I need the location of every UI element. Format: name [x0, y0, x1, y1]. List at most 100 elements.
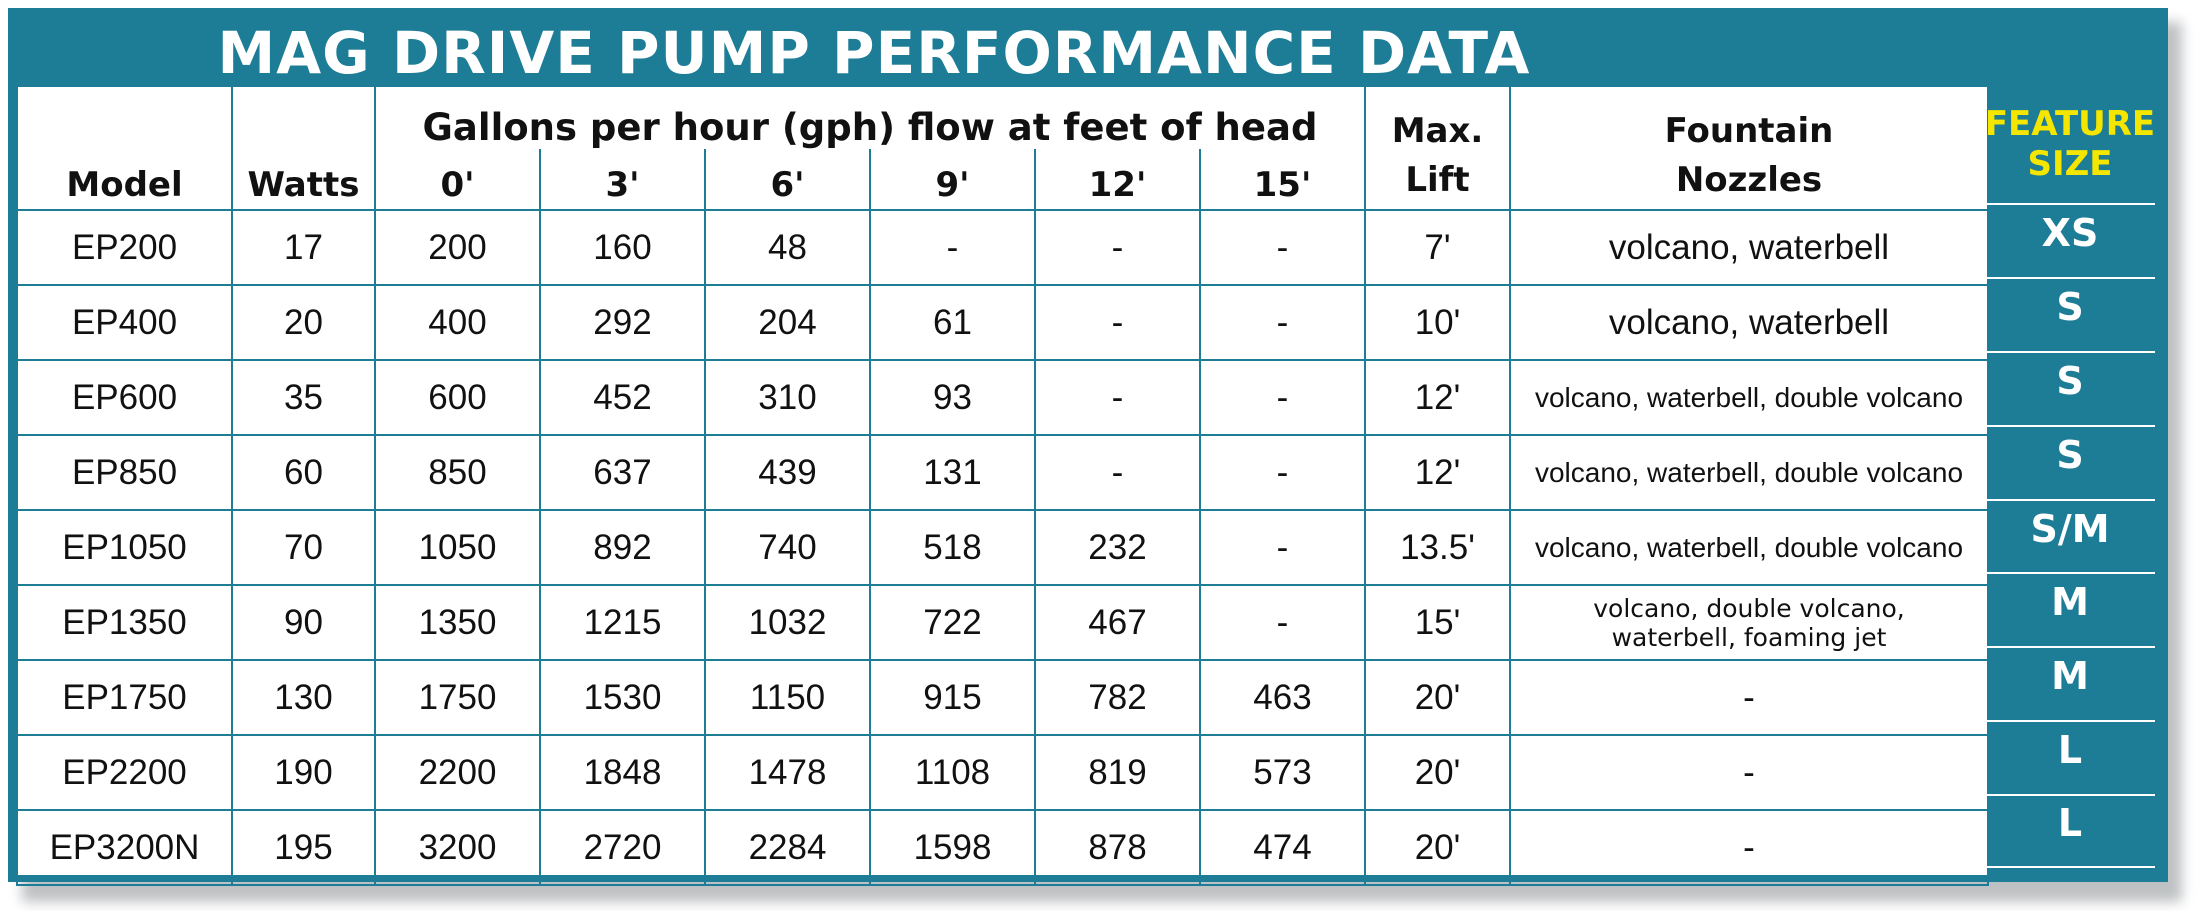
nozzles-header-line1: Fountain — [1664, 111, 1834, 151]
feature-size-cell: S — [1985, 276, 2155, 351]
flow-cell: 61 — [869, 284, 1036, 361]
table-body: EP200 17 200 160 48- - -7' volcano, waterbell EP… — [16, 209, 1989, 886]
max-lift-header-line2: Lift — [1405, 160, 1470, 200]
feature-header-line2: SIZE — [2027, 144, 2113, 184]
flow-cell: 2284 — [704, 809, 871, 886]
nozzles-cell: volcano, double volcano, waterbell, foami… — [1509, 584, 1989, 661]
flow-cell: 93 — [869, 359, 1036, 436]
nozzles-cell: volcano, waterbell, double volcano — [1509, 359, 1989, 436]
head-header-12: 12' — [1034, 149, 1201, 211]
watts-cell: 195 — [231, 809, 376, 886]
flow-cell: 518 — [869, 509, 1036, 586]
nozzles-cell: - — [1509, 659, 1989, 736]
max-lift-cell: 15' — [1364, 584, 1511, 661]
flow-cell: 819 — [1034, 734, 1201, 811]
flow-cell: 48 — [704, 209, 871, 286]
max-lift-header: Max. Lift — [1364, 85, 1511, 211]
feature-size-value: L — [2057, 801, 2083, 846]
flow-cell: 400 — [374, 284, 541, 361]
watts-header: Watts — [231, 149, 376, 211]
table-row: EP850 60 850 637 439 131- -12' volcano, waterbe… — [16, 434, 1989, 511]
flow-cell: 2720 — [539, 809, 706, 886]
head-header-3: 3' — [539, 149, 706, 211]
feature-size-cell: M — [1985, 572, 2155, 646]
flow-cell: 439 — [704, 434, 871, 511]
feature-size-cell: S/M — [1985, 498, 2155, 573]
flow-cell: - — [1034, 434, 1201, 511]
performance-table: Gallons per hour (gph) flow at feet of h… — [16, 85, 1989, 886]
table-row: EP2200 190 2200 1848 1478 1108 819 573 20' - — [16, 734, 1989, 811]
feature-size-header: FEATURE SIZE — [1985, 85, 2155, 203]
feature-size-cell: M — [1985, 646, 2155, 720]
flow-cell: 878 — [1034, 809, 1201, 886]
table-row: EP1750 130 1750 1530 1150 915 782 463 20' - — [16, 659, 1989, 736]
feature-size-value: S — [2056, 284, 2084, 329]
table-row: EP400 20 400 292 204 61- -10' volcano, waterbel… — [16, 284, 1989, 361]
model-cell: EP200 — [16, 209, 233, 286]
head-header-0: 0' — [374, 149, 541, 211]
flow-cell: - — [1034, 359, 1201, 436]
max-lift-cell: 13.5' — [1364, 509, 1511, 586]
table-row: EP600 35 600 452 310 93- -12' volcano, waterbel… — [16, 359, 1989, 436]
feature-size-value: L — [2057, 728, 2083, 773]
model-header: Model — [16, 149, 233, 211]
flow-cell: 850 — [374, 434, 541, 511]
feature-size-value: M — [2051, 654, 2089, 699]
flow-group-header: Gallons per hour (gph) flow at feet of h… — [374, 85, 1366, 149]
flow-cell: 1032 — [704, 584, 871, 661]
feature-size-cell: L — [1985, 794, 2155, 869]
model-cell: EP3200N — [16, 809, 233, 886]
flow-cell: - — [1199, 509, 1366, 586]
flow-cell: 600 — [374, 359, 541, 436]
watts-cell: 70 — [231, 509, 376, 586]
max-lift-cell: 20' — [1364, 734, 1511, 811]
flow-cell: 740 — [704, 509, 871, 586]
nozzles-cell: - — [1509, 734, 1989, 811]
flow-cell: 722 — [869, 584, 1036, 661]
feature-header-line1: FEATURE — [1984, 104, 2156, 144]
model-cell: EP1350 — [16, 584, 233, 661]
flow-cell: 452 — [539, 359, 706, 436]
flow-cell: 160 — [539, 209, 706, 286]
flow-cell: 474 — [1199, 809, 1366, 886]
model-header-top — [16, 85, 233, 149]
max-lift-cell: 20' — [1364, 659, 1511, 736]
flow-cell: 232 — [1034, 509, 1201, 586]
max-lift-header-line1: Max. — [1391, 111, 1484, 151]
flow-cell: 1215 — [539, 584, 706, 661]
feature-size-value: S/M — [2030, 506, 2110, 551]
table-row: EP3200N 195 3200 2720 2284 1598 878 474 20' - — [16, 809, 1989, 886]
flow-cell: 573 — [1199, 734, 1366, 811]
feature-size-cells: XS S S S S/M M M L L — [1985, 203, 2155, 869]
nozzles-cell: - — [1509, 809, 1989, 886]
flow-cell: 131 — [869, 434, 1036, 511]
watts-cell: 35 — [231, 359, 376, 436]
nozzles-line1: volcano, double volcano, — [1593, 593, 1905, 623]
max-lift-cell: 7' — [1364, 209, 1511, 286]
watts-cell: 130 — [231, 659, 376, 736]
head-header-15: 15' — [1199, 149, 1366, 211]
feature-size-value: S — [2056, 432, 2084, 477]
model-cell: EP1050 — [16, 509, 233, 586]
nozzles-header: Fountain Nozzles — [1509, 85, 1989, 211]
flow-cell: - — [869, 209, 1036, 286]
flow-cell: 782 — [1034, 659, 1201, 736]
nozzles-line2: waterbell, foaming jet — [1611, 622, 1887, 652]
model-cell: EP850 — [16, 434, 233, 511]
flow-cell: 2200 — [374, 734, 541, 811]
model-cell: EP600 — [16, 359, 233, 436]
feature-size-cell: S — [1985, 424, 2155, 499]
flow-cell: 637 — [539, 434, 706, 511]
feature-size-cell: L — [1985, 720, 2155, 794]
flow-cell: 310 — [704, 359, 871, 436]
nozzles-cell: volcano, waterbell — [1509, 209, 1989, 286]
max-lift-cell: 12' — [1364, 434, 1511, 511]
flow-cell: - — [1199, 434, 1366, 511]
flow-cell: 1530 — [539, 659, 706, 736]
watts-cell: 20 — [231, 284, 376, 361]
feature-size-value: S — [2056, 358, 2084, 403]
table-row: EP200 17 200 160 48- - -7' volcano, waterbell — [16, 209, 1989, 286]
feature-size-value: M — [2051, 580, 2089, 625]
nozzles-cell: volcano, waterbell — [1509, 284, 1989, 361]
flow-cell: 467 — [1034, 584, 1201, 661]
